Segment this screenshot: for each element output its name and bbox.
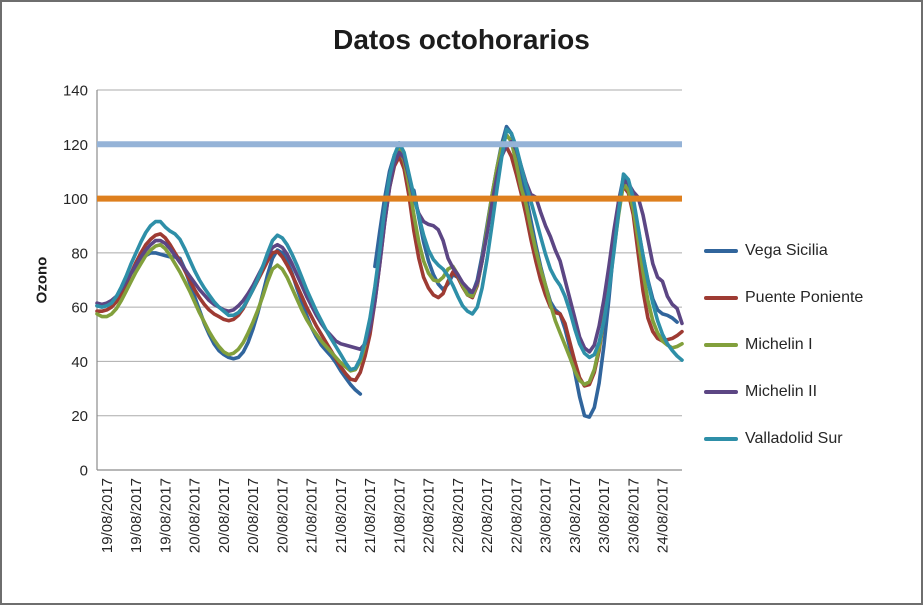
y-tick-label: 120 [63, 137, 88, 154]
x-tick-label: 22/08/2017 [508, 478, 525, 553]
x-tick-label: 21/08/2017 [333, 478, 350, 553]
legend-label: Puente Poniente [745, 288, 864, 306]
legend-item-valladolid-sur: Valladolid Sur [704, 430, 863, 447]
x-tick-label: 21/08/2017 [362, 478, 379, 553]
x-tick-label: 23/08/2017 [538, 478, 555, 553]
legend-item-michelin-ii: Michelin II [704, 383, 863, 400]
y-axis-title: Ozono [33, 256, 51, 304]
y-tick-label: 80 [71, 245, 88, 262]
x-tick-label: 19/08/2017 [157, 478, 174, 553]
chart-title: Datos octohorarios [333, 24, 590, 55]
x-tick-label: 21/08/2017 [304, 478, 321, 553]
x-tick-label: 23/08/2017 [625, 478, 642, 553]
x-tick-label: 23/08/2017 [596, 478, 613, 553]
x-tick-label: 19/08/2017 [128, 478, 145, 553]
y-tick-label: 100 [63, 191, 88, 208]
y-tick-label: 140 [63, 83, 88, 100]
legend-line-swatch [704, 248, 738, 253]
legend-label: Valladolid Sur [745, 429, 843, 447]
legend: Vega Sicilia Puente Poniente Michelin I Mic… [704, 242, 863, 447]
legend-label: Michelin II [745, 382, 818, 400]
legend-item-puente-poniente: Puente Poniente [704, 289, 863, 306]
x-tick-label: 23/08/2017 [567, 478, 584, 553]
x-tick-label: 19/08/2017 [99, 478, 116, 553]
x-tick-label: 20/08/2017 [187, 478, 204, 553]
y-tick-label: 0 [80, 463, 88, 480]
x-tick-label: 22/08/2017 [450, 478, 467, 553]
x-tick-label: 20/08/2017 [245, 478, 262, 553]
y-tick-label: 40 [71, 354, 88, 371]
y-tick-label: 60 [71, 300, 88, 317]
x-tick-label: 24/08/2017 [655, 478, 672, 553]
x-tick-label: 20/08/2017 [274, 478, 291, 553]
series-line [373, 124, 679, 419]
legend-label: Vega Sicilia [745, 241, 828, 259]
x-tick-label: 22/08/2017 [479, 478, 496, 553]
legend-line-swatch [704, 436, 738, 441]
legend-line-swatch [704, 342, 738, 347]
legend-item-michelin-i: Michelin I [704, 336, 863, 353]
x-tick-label: 20/08/2017 [216, 478, 233, 553]
legend-label: Michelin I [745, 335, 813, 353]
x-tick-label: 21/08/2017 [391, 478, 408, 553]
y-tick-labels: 0 20 40 60 80 100 120 140 [63, 83, 88, 480]
x-tick-labels: 19/08/2017 19/08/2017 19/08/2017 20/08/2017… [99, 478, 672, 553]
x-tick-label: 22/08/2017 [421, 478, 438, 553]
series-line [95, 127, 684, 372]
legend-item-vega-sicilia: Vega Sicilia [704, 242, 863, 259]
series-valladolid-sur [95, 127, 684, 372]
y-tick-label: 20 [71, 408, 88, 425]
legend-line-swatch [704, 389, 738, 394]
legend-line-swatch [704, 295, 738, 300]
